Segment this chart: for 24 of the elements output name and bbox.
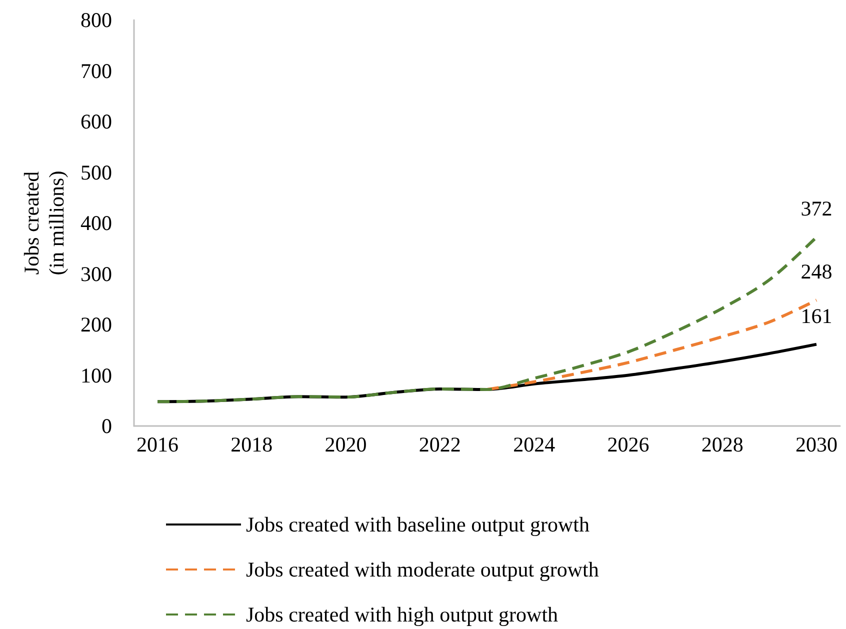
x-tick-label: 2020: [324, 432, 367, 456]
x-tick-label: 2018: [230, 432, 273, 456]
y-tick-label: 200: [80, 312, 112, 336]
y-tick-label: 0: [102, 414, 112, 438]
data-label: 372: [800, 196, 832, 221]
legend-label: Jobs created with high output growth: [246, 602, 559, 626]
x-tick-label: 2028: [701, 432, 744, 456]
data-label: 161: [800, 304, 832, 328]
legend-label: Jobs created with moderate output growth: [246, 558, 600, 582]
y-tick-label: 500: [80, 160, 112, 184]
y-tick-label: 300: [80, 262, 112, 286]
y-tick-label: 800: [80, 8, 112, 32]
y-axis-title: Jobs created (in millions): [20, 170, 68, 276]
y-tick-label: 600: [80, 110, 112, 134]
x-tick-label: 2022: [418, 432, 461, 456]
x-tick-label: 2026: [607, 432, 650, 456]
x-tick-label: 2030: [795, 432, 838, 456]
data-label: 248: [800, 260, 832, 284]
legend-label: Jobs created with baseline output growth: [246, 512, 590, 536]
x-tick-label: 2016: [136, 432, 179, 456]
y-tick-label: 100: [80, 363, 112, 388]
y-tick-label: 700: [80, 58, 112, 83]
y-tick-label: 400: [80, 211, 112, 235]
x-tick-label: 2024: [513, 432, 556, 456]
